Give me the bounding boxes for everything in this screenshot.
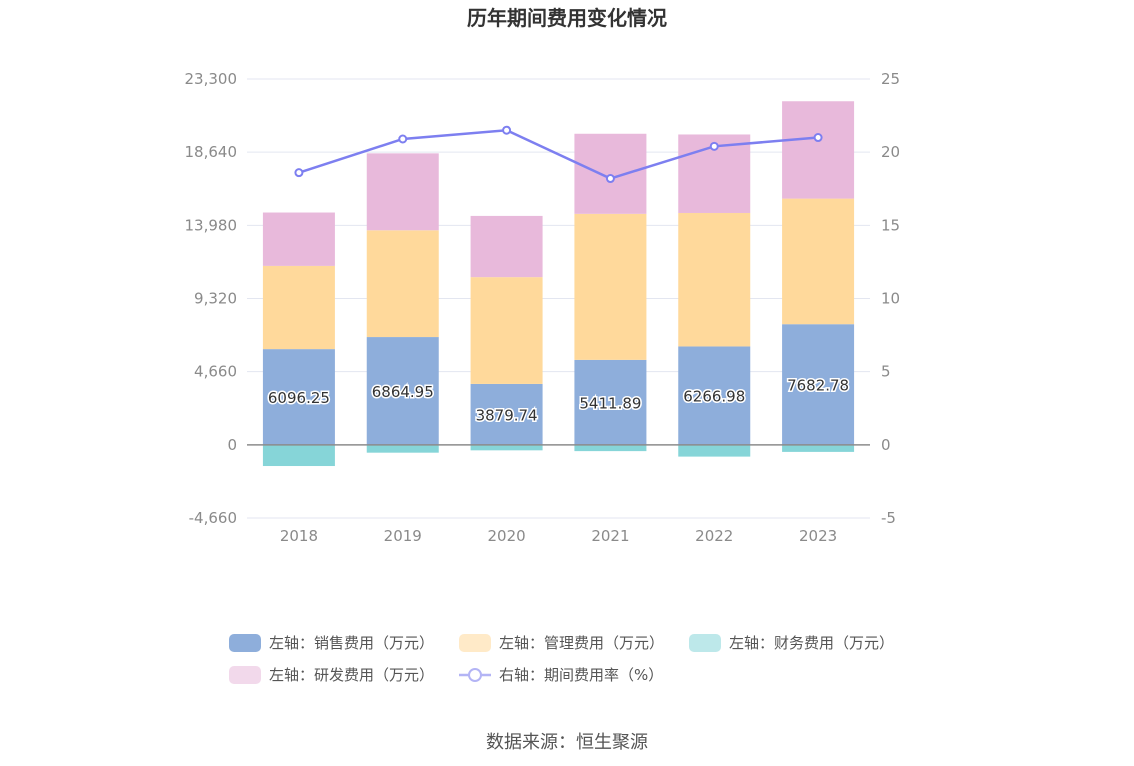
bar-segment[interactable]	[366, 153, 439, 231]
legend-item[interactable]: 左轴：财务费用（万元）	[689, 634, 894, 652]
x-axis-tick-label: 2023	[799, 527, 837, 545]
bars	[262, 101, 855, 467]
x-axis-tick-label: 2022	[695, 527, 733, 545]
bar-segment[interactable]	[366, 337, 439, 445]
rate-line-path	[298, 128, 819, 180]
legend-label: 左轴：研发费用（万元）	[269, 666, 434, 684]
bar-data-label: 5411.89	[579, 394, 641, 412]
bar-segment[interactable]	[574, 359, 647, 445]
left-axis-tick-label: 23,300	[185, 70, 238, 88]
source-note: 数据来源：恒生聚源	[486, 732, 648, 753]
bar-data-label: 3879.74	[476, 406, 538, 424]
x-axis-tick-label: 2021	[591, 527, 629, 545]
legend-swatch	[459, 634, 491, 652]
bar-segment[interactable]	[470, 383, 543, 445]
legend-label: 右轴：期间费用率（%）	[499, 666, 663, 684]
legend-label: 左轴：销售费用（万元）	[269, 634, 434, 652]
bar-data-label: 6266.98	[683, 388, 745, 406]
bar-segment[interactable]	[574, 444, 647, 452]
right-axis-tick-label: 5	[881, 363, 891, 381]
legend-item[interactable]: 左轴：研发费用（万元）	[229, 666, 434, 684]
bar-data-label: 6864.95	[372, 383, 434, 401]
bar-segment[interactable]	[782, 324, 855, 445]
x-axis-tick-label: 2018	[280, 527, 318, 545]
legend-item[interactable]: 左轴：销售费用（万元）	[229, 634, 434, 652]
legend-label: 左轴：财务费用（万元）	[729, 634, 894, 652]
bar-segment[interactable]	[782, 198, 855, 325]
bar-segment[interactable]	[262, 444, 335, 467]
right-axis-tick-label: 15	[881, 216, 900, 234]
chart-title: 历年期间费用变化情况	[467, 6, 667, 30]
legend-swatch	[689, 634, 721, 652]
grid-lines	[247, 78, 870, 519]
x-axis-tick-label: 2020	[487, 527, 525, 545]
bar-segment[interactable]	[678, 346, 751, 445]
left-axis-tick-label: 18,640	[185, 143, 238, 161]
bar-segment[interactable]	[574, 213, 647, 360]
x-axis-tick-label: 2019	[384, 527, 422, 545]
rate-line	[294, 125, 823, 184]
left-axis-tick-label: 9,320	[194, 290, 237, 308]
bar-segment[interactable]	[470, 277, 543, 384]
rate-line-point[interactable]	[502, 125, 512, 135]
rate-line-point[interactable]	[398, 134, 408, 144]
left-axis-tick-label: -4,660	[189, 509, 237, 527]
right-axis-tick-label: 10	[881, 290, 900, 308]
rate-line-point[interactable]	[294, 168, 304, 178]
legend-swatch	[229, 634, 261, 652]
rate-line-point[interactable]	[709, 141, 719, 151]
bar-segment[interactable]	[782, 101, 855, 199]
bar-segment[interactable]	[262, 212, 335, 266]
legend-item[interactable]: 左轴：管理费用（万元）	[459, 634, 664, 652]
rate-line-point[interactable]	[813, 133, 823, 143]
legend-circle-icon	[468, 668, 482, 682]
bar-segment[interactable]	[366, 444, 439, 453]
bar-data-label: 7682.78	[787, 377, 849, 395]
bar-segment[interactable]	[678, 212, 751, 347]
data-labels: 6096.25 6864.95 3879.74 5411.89 6266.98 7682.…	[266, 375, 850, 426]
bar-segment[interactable]	[262, 265, 335, 350]
bar-data-label: 6096.25	[268, 389, 330, 407]
bar-segment[interactable]	[782, 444, 855, 452]
bar-segment[interactable]	[678, 444, 751, 457]
bar-segment[interactable]	[470, 215, 543, 278]
bar-segment[interactable]	[262, 349, 335, 445]
right-axis-tick-label: -5	[881, 509, 896, 527]
bar-segment[interactable]	[366, 230, 439, 338]
legend[interactable]: 左轴：销售费用（万元） 左轴：管理费用（万元） 左轴：财务费用（万元） 左轴：研发费用…	[229, 634, 894, 684]
right-axis-tick-label: 25	[881, 70, 900, 88]
bar-segment[interactable]	[470, 444, 543, 451]
axes: -4,660 0 4,660 9,320 13,980 18,640 23,300 -5 0 5 1…	[185, 70, 901, 545]
left-axis-tick-label: 13,980	[185, 216, 238, 234]
legend-item[interactable]: 右轴：期间费用率（%）	[459, 666, 663, 684]
legend-label: 左轴：管理费用（万元）	[499, 634, 664, 652]
rate-line-point[interactable]	[605, 174, 615, 184]
left-axis-tick-label: 4,660	[194, 363, 237, 381]
left-axis-tick-label: 0	[227, 436, 237, 454]
legend-swatch	[229, 666, 261, 684]
right-axis-tick-label: 0	[881, 436, 891, 454]
bar-segment[interactable]	[574, 133, 647, 214]
right-axis-tick-label: 20	[881, 143, 900, 161]
